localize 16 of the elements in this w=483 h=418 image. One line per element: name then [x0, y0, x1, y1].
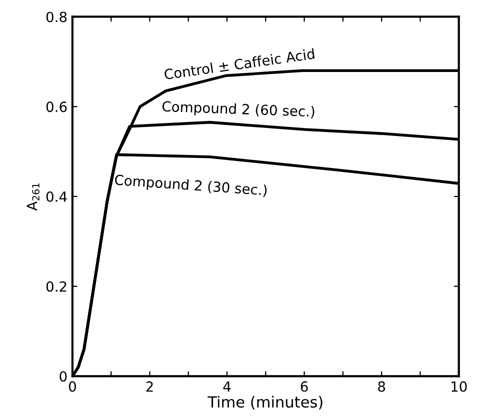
x-tick-label: 6 [300, 381, 308, 392]
y-axis-title: A$_{261}$ [26, 183, 40, 211]
y-tick-label: 0.8 [46, 12, 67, 22]
x-tick-label: 10 [452, 381, 467, 392]
x-tick-label: 4 [223, 381, 231, 392]
x-tick-label: 2 [146, 381, 153, 392]
series-label: Compound 2 (30 sec.) [114, 174, 267, 198]
y-tick-label: 0.4 [46, 191, 67, 202]
series-label: Compound 2 (60 sec.) [162, 100, 314, 120]
x-tick-label: 0 [68, 381, 76, 392]
y-tick-label: 0.2 [46, 281, 66, 292]
y-tick-label: 0 [60, 371, 67, 382]
x-tick-label: 8 [378, 381, 386, 392]
y-tick-label: 0.6 [46, 102, 67, 112]
x-axis-title: Time (minutes) [208, 396, 322, 410]
text: Control ± Caffeic Acid [164, 48, 315, 80]
